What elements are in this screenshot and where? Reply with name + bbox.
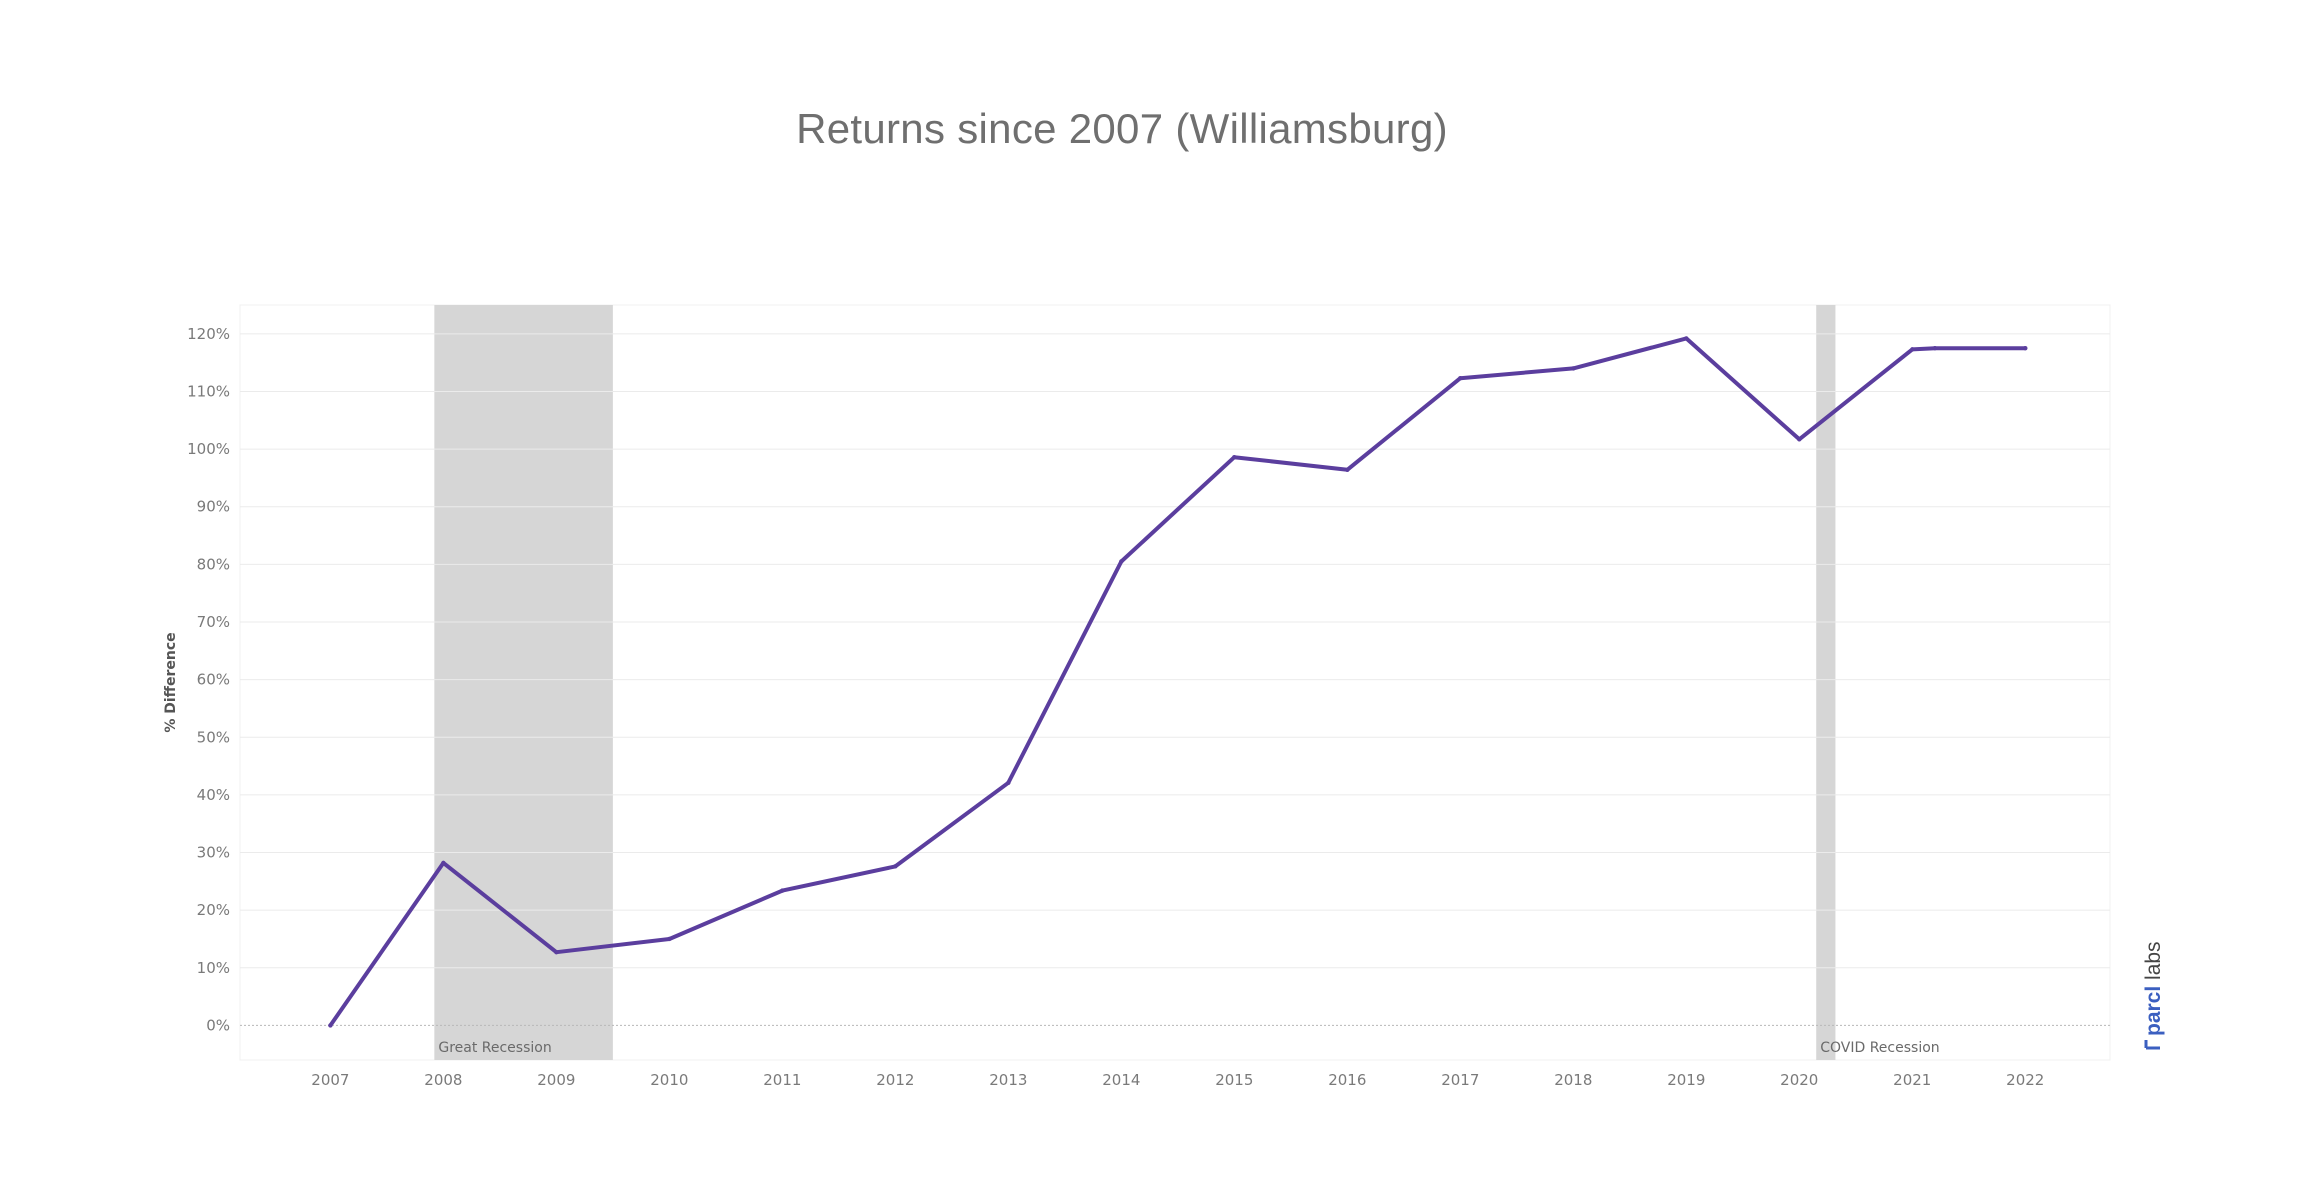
y-tick-label: 40% — [197, 786, 230, 804]
y-tick-label: 100% — [187, 440, 230, 458]
y-tick-label: 120% — [187, 325, 230, 343]
x-tick-label: 2008 — [424, 1071, 462, 1089]
x-tick-label: 2017 — [1441, 1071, 1479, 1089]
data-point — [328, 1023, 333, 1028]
data-point — [1345, 467, 1350, 473]
data-point — [1797, 437, 1802, 442]
y-tick-label: 110% — [187, 382, 230, 400]
x-tick-label: 2018 — [1554, 1071, 1592, 1089]
y-tick-label: 50% — [197, 728, 230, 746]
y-tick-label: 10% — [197, 959, 230, 977]
x-tick-label: 2009 — [537, 1071, 575, 1089]
chart-title: Returns since 2007 (Williamsburg) — [796, 105, 1448, 152]
x-tick-label: 2011 — [763, 1071, 801, 1089]
x-tick-label: 2012 — [876, 1071, 914, 1089]
x-tick-label: 2020 — [1780, 1071, 1818, 1089]
brand-name-light: labs — [2142, 941, 2165, 985]
x-tick-label: 2014 — [1102, 1071, 1140, 1089]
data-point — [1684, 336, 1689, 341]
x-tick-label: 2022 — [2006, 1071, 2044, 1089]
x-tick-label: 2007 — [311, 1071, 349, 1089]
y-tick-label: 90% — [197, 498, 230, 516]
y-tick-label: 30% — [197, 844, 230, 862]
data-point — [1458, 375, 1463, 381]
data-point — [1571, 366, 1576, 371]
brand-logo: parcl labs — [2142, 941, 2165, 1050]
shaded-region — [1816, 305, 1836, 1060]
shaded-region — [434, 305, 613, 1060]
data-point — [780, 888, 785, 893]
y-axis-label: % Difference — [163, 632, 179, 732]
data-point — [1119, 559, 1124, 564]
region-label: COVID Recession — [1820, 1040, 1939, 1056]
y-tick-label: 70% — [197, 613, 230, 631]
x-tick-label: 2016 — [1328, 1071, 1366, 1089]
data-point — [667, 936, 672, 942]
data-point — [1910, 347, 1915, 352]
x-tick-label: 2010 — [650, 1071, 688, 1089]
data-point — [1006, 780, 1011, 785]
data-point — [893, 864, 898, 869]
data-point — [1932, 346, 1938, 351]
brand-name: parcl labs — [2142, 941, 2165, 1036]
y-tick-label: 60% — [197, 671, 230, 689]
x-tick-label: 2019 — [1667, 1071, 1705, 1089]
data-point — [554, 950, 559, 955]
brand-name-bold: parcl — [2142, 986, 2165, 1036]
y-tick-label: 0% — [206, 1016, 230, 1034]
y-tick-label: 20% — [197, 901, 230, 919]
x-tick-label: 2015 — [1215, 1071, 1253, 1089]
brand-mark-icon — [2144, 1040, 2160, 1050]
data-point — [441, 860, 446, 866]
x-tick-label: 2013 — [989, 1071, 1027, 1089]
data-point — [1232, 454, 1237, 460]
region-label: Great Recession — [438, 1040, 551, 1056]
data-point — [2023, 346, 2028, 351]
x-tick-label: 2021 — [1893, 1071, 1931, 1089]
y-tick-label: 80% — [197, 555, 230, 573]
